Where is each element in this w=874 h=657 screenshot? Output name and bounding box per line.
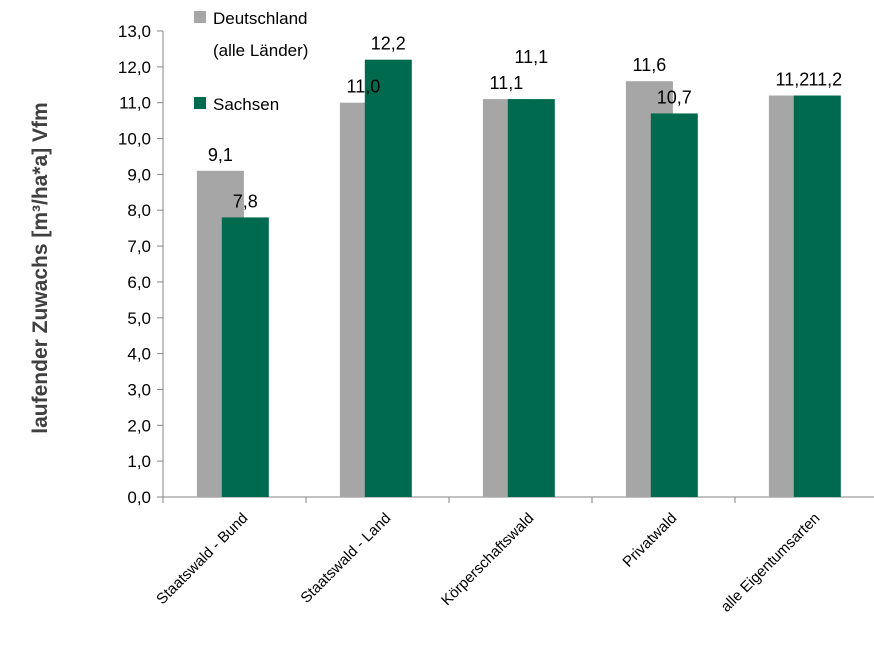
bar-sachsen [364, 59, 412, 498]
y-tick-label: 7,0 [127, 237, 151, 256]
bar-sachsen [507, 99, 555, 497]
y-tick-label: 4,0 [127, 345, 151, 364]
y-tick-label: 2,0 [127, 416, 151, 435]
y-tick-labels: 0,0 1,0 2,0 3,0 4,0 5,0 6,0 7,0 8,0 9,0 10,0 11,0 12… [118, 22, 151, 507]
y-tick-label: 5,0 [127, 309, 151, 328]
legend-swatch-deutschland [194, 11, 206, 23]
legend-swatch-sachsen [194, 97, 206, 109]
axes [157, 30, 874, 503]
y-tick-label: 8,0 [127, 201, 151, 220]
data-label: 9,1 [208, 145, 233, 165]
category-label: alle Eigentumsarten [718, 510, 824, 616]
data-label: 11,0 [347, 77, 381, 97]
y-tick-label: 12,0 [118, 58, 151, 77]
data-label: 7,8 [233, 191, 258, 211]
data-label: 11,6 [633, 55, 667, 75]
y-tick-label: 10,0 [118, 130, 151, 149]
legend: Deutschland (alle Länder) Sachsen [194, 9, 308, 114]
legend-label: (alle Länder) [213, 41, 308, 60]
y-tick-label: 0,0 [127, 488, 151, 507]
legend-label: Sachsen [213, 95, 279, 114]
category-label: Staatswald - Bund [153, 510, 251, 608]
y-axis-label: laufender Zuwachs [m³/ha*a] Vfm [29, 102, 52, 433]
category-label: Privatwald [619, 510, 680, 571]
bar-sachsen [650, 113, 698, 497]
bar-sachsen [793, 95, 841, 498]
y-tick-label: 6,0 [127, 273, 151, 292]
y-tick-label: 13,0 [118, 22, 151, 41]
data-label: 12,2 [371, 34, 406, 54]
bar-sachsen [221, 217, 269, 497]
y-tick-label: 3,0 [127, 380, 151, 399]
y-tick-label: 11,0 [119, 94, 151, 113]
data-label: 11,2 [808, 70, 842, 90]
data-label: 10,7 [657, 87, 692, 107]
category-label: Staatswald - Land [297, 510, 394, 607]
data-label: 11,2 [776, 70, 810, 90]
data-label: 11,1 [514, 47, 548, 67]
category-label: Körperschaftswald [438, 510, 537, 609]
bars [196, 59, 841, 498]
category-labels: Staatswald - Bund Staatswald - Land Körper… [153, 510, 823, 616]
y-tick-label: 1,0 [127, 452, 151, 471]
data-labels: 9,1 7,8 11,0 12,2 11,1 11,1 11,6 10,7 11,2 11,2 [208, 34, 842, 212]
y-tick-label: 9,0 [127, 165, 151, 184]
legend-label: Deutschland [213, 9, 308, 28]
data-label: 11,1 [490, 73, 524, 93]
